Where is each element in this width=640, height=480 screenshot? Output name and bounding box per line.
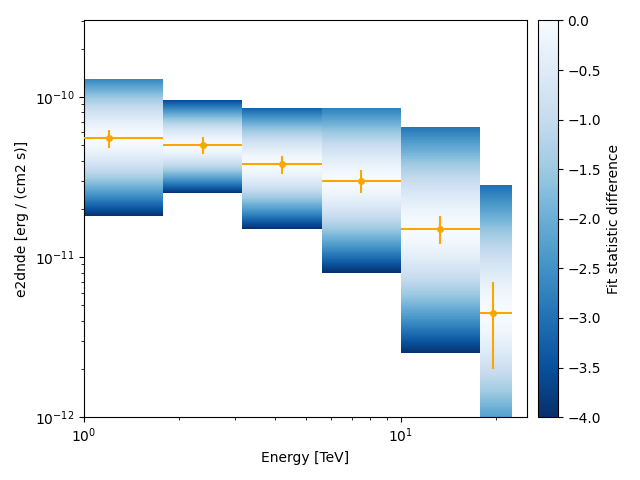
Y-axis label: Fit statistic difference: Fit statistic difference xyxy=(607,144,621,294)
X-axis label: Energy [TeV]: Energy [TeV] xyxy=(262,451,349,465)
Y-axis label: e2dnde [erg / (cm2 s)]: e2dnde [erg / (cm2 s)] xyxy=(15,141,29,297)
